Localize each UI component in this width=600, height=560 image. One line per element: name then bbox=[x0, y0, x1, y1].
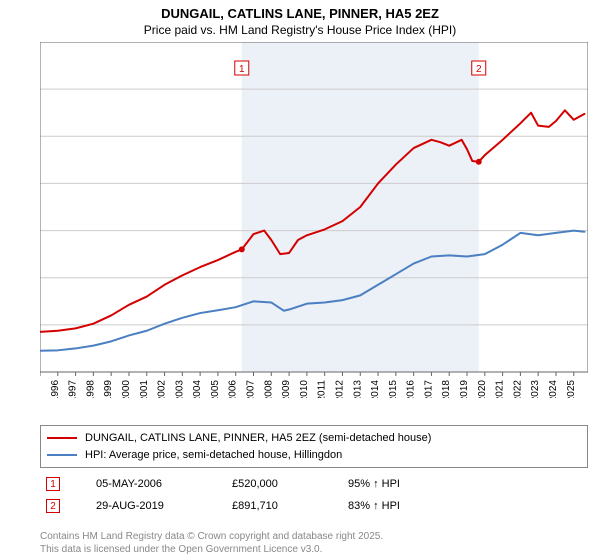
x-tick-label: 1998 bbox=[85, 380, 96, 398]
x-tick-label: 2017 bbox=[423, 380, 434, 398]
x-tick-label: 2001 bbox=[139, 380, 150, 398]
legend-label: HPI: Average price, semi-detached house,… bbox=[85, 447, 342, 464]
x-tick-label: 1995 bbox=[40, 380, 43, 398]
x-tick-label: 1996 bbox=[50, 380, 61, 398]
chart-title-line1: DUNGAIL, CATLINS LANE, PINNER, HA5 2EZ bbox=[0, 6, 600, 21]
sale-marker-dot bbox=[476, 159, 482, 165]
line-chart-svg: £0£200K£400K£600K£800K£1M£1.2M£1.4M19951… bbox=[40, 42, 588, 398]
legend-swatch bbox=[47, 454, 77, 456]
x-tick-label: 2020 bbox=[477, 380, 488, 398]
x-tick-label: 2005 bbox=[210, 380, 221, 398]
legend-row: HPI: Average price, semi-detached house,… bbox=[47, 447, 581, 464]
sales-table: 1 05-MAY-2006 £520,000 95% ↑ HPI 2 29-AUG-201… bbox=[40, 473, 588, 517]
chart-area: £0£200K£400K£600K£800K£1M£1.2M£1.4M19951… bbox=[40, 42, 588, 398]
sale-marker-num: 1 bbox=[239, 64, 245, 75]
x-tick-label: 2009 bbox=[281, 380, 292, 398]
x-tick-label: 2019 bbox=[459, 380, 470, 398]
x-tick-label: 2011 bbox=[317, 380, 328, 398]
legend-row: DUNGAIL, CATLINS LANE, PINNER, HA5 2EZ (… bbox=[47, 430, 581, 447]
x-tick-label: 1999 bbox=[103, 380, 114, 398]
footer-line2: This data is licensed under the Open Gov… bbox=[40, 543, 383, 556]
sale-marker-num: 2 bbox=[476, 64, 482, 75]
x-tick-label: 2004 bbox=[192, 380, 203, 398]
x-tick-label: 2010 bbox=[299, 380, 310, 398]
sale-price: £891,710 bbox=[232, 500, 312, 512]
legend-box: DUNGAIL, CATLINS LANE, PINNER, HA5 2EZ (… bbox=[40, 425, 588, 468]
legend-swatch bbox=[47, 437, 77, 439]
x-tick-label: 2008 bbox=[263, 380, 274, 398]
x-tick-label: 1997 bbox=[68, 380, 79, 398]
sale-row: 2 29-AUG-2019 £891,710 83% ↑ HPI bbox=[40, 495, 588, 517]
x-tick-label: 2007 bbox=[246, 380, 257, 398]
sale-date: 05-MAY-2006 bbox=[96, 478, 196, 490]
sale-row-marker: 2 bbox=[46, 499, 60, 513]
chart-title-block: DUNGAIL, CATLINS LANE, PINNER, HA5 2EZ P… bbox=[0, 0, 600, 37]
sale-pct: 95% ↑ HPI bbox=[348, 478, 582, 490]
x-tick-label: 2003 bbox=[174, 380, 185, 398]
sale-row-marker: 1 bbox=[46, 477, 60, 491]
x-tick-label: 2002 bbox=[157, 380, 168, 398]
x-tick-label: 2015 bbox=[388, 380, 399, 398]
sale-date: 29-AUG-2019 bbox=[96, 500, 196, 512]
x-tick-label: 2016 bbox=[406, 380, 417, 398]
sale-pct: 83% ↑ HPI bbox=[348, 500, 582, 512]
sale-marker-dot bbox=[239, 246, 245, 252]
x-tick-label: 2014 bbox=[370, 380, 381, 398]
x-tick-label: 2012 bbox=[334, 380, 345, 398]
x-tick-label: 2000 bbox=[121, 380, 132, 398]
chart-title-line2: Price paid vs. HM Land Registry's House … bbox=[0, 23, 600, 37]
x-tick-label: 2018 bbox=[441, 380, 452, 398]
x-tick-label: 2024 bbox=[548, 380, 559, 398]
x-tick-label: 2022 bbox=[512, 380, 523, 398]
x-tick-label: 2025 bbox=[566, 380, 577, 398]
sale-price: £520,000 bbox=[232, 478, 312, 490]
footer-line1: Contains HM Land Registry data © Crown c… bbox=[40, 530, 383, 543]
x-tick-label: 2006 bbox=[228, 380, 239, 398]
x-tick-label: 2023 bbox=[530, 380, 541, 398]
sale-row: 1 05-MAY-2006 £520,000 95% ↑ HPI bbox=[40, 473, 588, 495]
x-tick-label: 2021 bbox=[495, 380, 506, 398]
x-tick-label: 2013 bbox=[352, 380, 363, 398]
footer-attribution: Contains HM Land Registry data © Crown c… bbox=[40, 530, 383, 556]
legend-label: DUNGAIL, CATLINS LANE, PINNER, HA5 2EZ (… bbox=[85, 430, 431, 447]
